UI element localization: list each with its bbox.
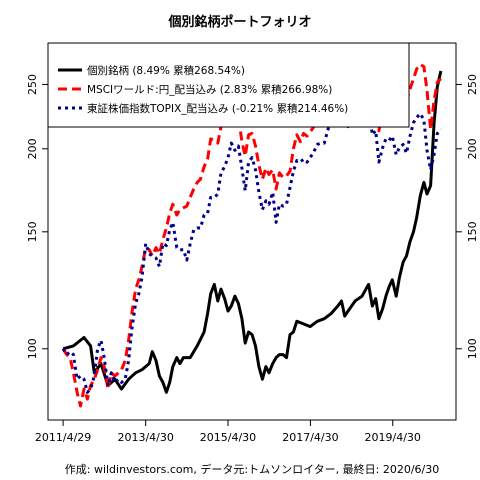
- x-axis: 2011/4/29 2013/4/30 2015/4/30 2017/4/30 2019…: [35, 420, 421, 444]
- x-tick-label-4: 2019/4/30: [365, 431, 421, 444]
- series-line-2: [61, 104, 443, 394]
- series-line-0: [62, 70, 443, 394]
- y-right-tick-label-2: 200: [466, 138, 479, 159]
- y-right-tick-label-0: 100: [466, 338, 479, 359]
- y-left-tick-label-3: 250: [26, 74, 39, 95]
- y-axis-left: 100 150 200 250: [26, 74, 48, 359]
- legend-box: [47, 42, 410, 128]
- x-tick-label-1: 2013/4/30: [117, 431, 173, 444]
- y-right-tick-label-3: 250: [466, 74, 479, 95]
- x-tick-label-0: 2011/4/29: [35, 431, 91, 444]
- y-right-tick-label-1: 150: [466, 221, 479, 242]
- x-tick-label-2: 2015/4/30: [200, 431, 256, 444]
- legend-label-stock: 個別銘柄 (8.49% 累積268.54%): [87, 64, 245, 77]
- chart-title: 個別銘柄ポートフォリオ: [167, 14, 311, 30]
- y-left-tick-label-1: 150: [26, 221, 39, 242]
- source-caption: 作成: wildinvestors.com, データ元:トムソンロイター, 最終…: [65, 462, 439, 476]
- y-left-tick-label-0: 100: [26, 338, 39, 359]
- y-left-tick-label-2: 200: [26, 138, 39, 159]
- legend-label-msci: MSCIワールド:円_配当込み (2.83% 累積266.98%): [87, 83, 332, 96]
- legend: 個別銘柄 (8.49% 累積268.54%) MSCIワールド:円_配当込み (…: [47, 42, 410, 128]
- y-axis-right: 100 150 200 250: [456, 74, 479, 359]
- legend-label-topix: 東証株価指数TOPIX_配当込み (-0.21% 累積214.46%): [87, 102, 348, 115]
- x-tick-label-3: 2017/4/30: [282, 431, 338, 444]
